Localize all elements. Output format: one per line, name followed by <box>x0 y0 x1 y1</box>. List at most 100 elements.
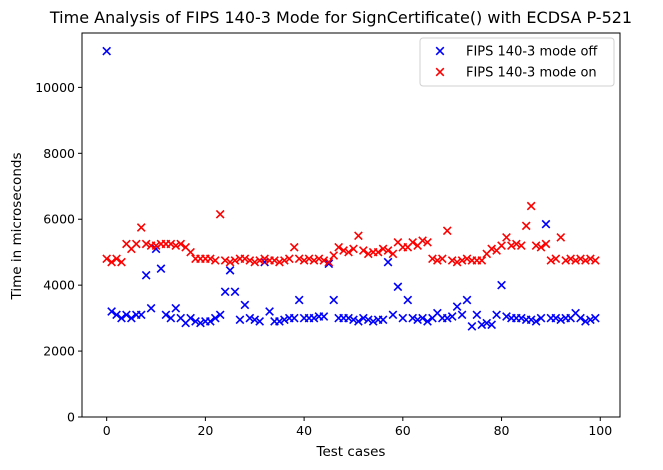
data-point-mode-off <box>576 313 585 323</box>
x-tick-label: 60 <box>395 423 411 438</box>
data-point-mode-on <box>408 237 418 247</box>
data-point-mode-off <box>457 310 467 320</box>
data-point-mode-on <box>260 254 269 264</box>
data-point-mode-off <box>166 313 176 323</box>
data-point-mode-off <box>205 317 215 326</box>
y-tick-label: 0 <box>67 410 75 425</box>
data-point-mode-off <box>393 282 403 292</box>
data-point-mode-on <box>358 246 368 255</box>
legend-entry-label: FIPS 140-3 mode on <box>466 66 597 81</box>
data-point-mode-on <box>220 256 230 265</box>
data-point-mode-on <box>205 254 215 264</box>
data-point-mode-off <box>467 321 477 331</box>
data-point-mode-on <box>304 254 314 264</box>
data-point-mode-on <box>566 254 576 264</box>
data-point-mode-on <box>428 254 437 264</box>
data-point-mode-on <box>502 232 511 242</box>
x-tick-label: 80 <box>494 423 510 438</box>
plot-frame <box>81 32 621 418</box>
data-point-mode-off <box>408 313 418 323</box>
data-point-mode-on <box>131 239 141 249</box>
x-axis-label: Test cases <box>316 444 386 460</box>
data-point-mode-off <box>225 265 235 275</box>
data-point-mode-on <box>487 244 497 254</box>
data-point-mode-on <box>363 249 373 259</box>
x-tick-label: 40 <box>296 423 312 438</box>
data-point-mode-on <box>289 242 299 252</box>
data-point-mode-on <box>230 256 240 265</box>
data-point-mode-on <box>299 256 309 265</box>
data-point-mode-off <box>413 315 422 325</box>
data-point-mode-off <box>102 46 112 56</box>
data-point-mode-off <box>423 317 432 326</box>
data-point-mode-off <box>280 315 289 325</box>
data-point-mode-on <box>319 256 329 265</box>
data-point-mode-on <box>186 247 195 257</box>
data-point-mode-on <box>497 241 506 250</box>
data-point-mode-on <box>586 254 595 264</box>
y-tick-label: 6000 <box>43 212 75 227</box>
data-point-mode-off <box>551 313 561 323</box>
data-point-mode-on <box>141 239 151 249</box>
data-point-mode-on <box>551 254 561 264</box>
data-point-mode-on <box>294 254 304 264</box>
data-point-mode-on <box>507 241 516 250</box>
data-point-mode-off <box>235 315 245 325</box>
data-point-mode-off <box>275 317 284 326</box>
data-point-mode-off <box>388 310 398 320</box>
data-point-mode-off <box>363 315 373 325</box>
data-point-mode-on <box>433 256 442 265</box>
data-point-mode-on <box>280 256 289 265</box>
data-point-mode-off <box>240 300 250 310</box>
data-point-mode-on <box>284 254 294 264</box>
legend-entry-label: FIPS 140-3 mode off <box>466 45 598 60</box>
data-point-mode-on <box>447 256 457 265</box>
data-point-mode-off <box>472 310 482 320</box>
data-point-mode-on <box>275 257 284 267</box>
data-point-mode-off <box>245 313 255 323</box>
data-point-mode-off <box>358 313 368 323</box>
data-point-mode-off <box>442 313 452 323</box>
data-point-mode-off <box>368 317 378 326</box>
data-point-mode-on <box>102 254 112 264</box>
data-point-mode-off <box>477 320 487 330</box>
data-point-mode-off <box>141 270 151 280</box>
data-point-mode-on <box>452 257 462 267</box>
data-point-mode-on <box>462 254 472 264</box>
data-point-mode-on <box>541 239 551 249</box>
data-point-mode-off <box>161 310 171 320</box>
data-point-mode-on <box>344 247 353 257</box>
data-point-mode-on <box>136 223 146 232</box>
data-point-mode-on <box>171 241 181 250</box>
data-point-mode-on <box>270 256 279 265</box>
legend-box <box>419 37 615 87</box>
data-point-mode-off <box>319 312 329 321</box>
data-point-mode-on <box>581 256 590 265</box>
data-point-mode-on <box>349 244 358 254</box>
data-point-mode-off <box>260 257 269 267</box>
data-point-mode-on <box>388 249 398 259</box>
data-point-mode-on <box>176 239 186 249</box>
data-point-mode-off <box>230 287 240 297</box>
data-point-mode-on <box>546 256 556 265</box>
data-point-mode-off <box>516 313 526 323</box>
data-point-mode-on <box>324 257 334 267</box>
data-point-mode-off <box>294 295 304 305</box>
data-point-mode-off <box>171 303 181 313</box>
data-point-mode-on <box>516 241 526 250</box>
data-point-mode-off <box>220 287 230 297</box>
data-point-mode-on <box>423 237 432 247</box>
data-point-mode-off <box>378 315 388 325</box>
data-point-mode-on <box>334 242 344 252</box>
data-point-mode-on <box>442 226 452 236</box>
data-point-mode-off <box>492 310 501 320</box>
data-point-mode-off <box>324 259 334 269</box>
data-point-mode-on <box>526 201 536 211</box>
data-point-mode-off <box>126 313 136 323</box>
data-point-mode-off <box>289 313 299 323</box>
data-point-mode-off <box>590 313 600 323</box>
data-point-mode-on <box>329 251 339 260</box>
data-point-mode-off <box>383 257 393 267</box>
data-point-mode-off <box>482 318 492 328</box>
